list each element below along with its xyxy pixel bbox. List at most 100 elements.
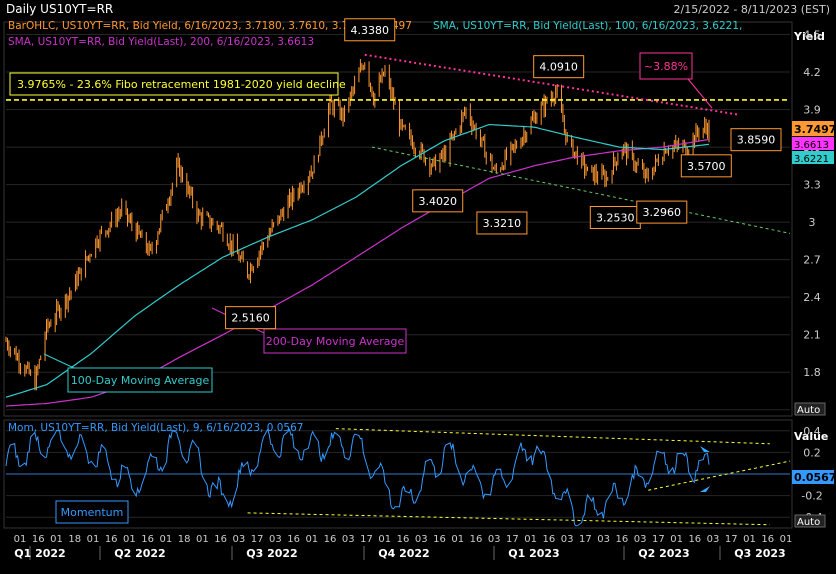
legend-sma200: SMA, US10YT=RR, Bid Yield(Last), 200, 6/… [8,36,314,48]
day-tick-label: 17 [251,534,264,545]
price-label: 3.2960 [643,206,682,219]
auto-button-price-box [794,402,826,416]
quarter-label: Q2 2023 [638,547,689,560]
price-tick-label: 4.5 [803,29,821,42]
date-range: 2/15/2022 - 8/11/2023 (EST) [674,3,831,16]
quarter-label: Q3 2022 [246,547,297,560]
price-label: 4.3380 [350,24,389,37]
day-tick-label: 16 [543,534,556,545]
price-tick-label: 2.7 [803,254,821,267]
momentum-line [5,427,710,527]
day-tick-label: 16 [32,534,45,545]
momentum-tick-label: 0.4 [803,425,821,438]
day-tick-label: 01 [670,534,683,545]
price-tick-label: 3.9 [803,104,821,117]
day-tick-label: 16 [615,534,628,545]
price-label-box [730,128,782,152]
fibo-label: 3.9765% - 23.6% Fibo retracement 1981-20… [17,78,346,91]
price-bars [5,59,710,391]
day-tick-label: 01 [123,534,136,545]
support-trendline [371,146,791,234]
day-tick-label: 03 [634,534,647,545]
sma200-label-box [263,328,407,354]
pct-label-pointer [687,78,713,109]
auto-button-mom-box [794,514,826,528]
chart-title: Daily US10YT=RR [6,2,113,16]
day-tick-label: 17 [506,534,519,545]
price-tick-label: 2.1 [803,329,821,342]
day-tick-label: 01 [305,534,318,545]
auto-button-price[interactable]: Auto [797,405,820,416]
current-mom-tag: 0.0567 [794,471,836,484]
day-tick-label: 01 [14,534,27,545]
price-tick-label: 3 [809,216,816,229]
sma100-label-box [67,367,213,393]
price-label-box [476,211,528,235]
day-tick-label: 03 [707,534,720,545]
current-mom-tag-box [792,470,834,484]
day-tick-label: 17 [725,534,738,545]
day-tick-label: 01 [743,534,756,545]
day-tick-label: 01 [451,534,464,545]
quarter-label: Q2 2022 [114,547,165,560]
day-tick-label: 01 [780,534,793,545]
day-tick-label: 18 [68,534,81,545]
price-labels: 4.3380 4.0910 3.4020 3.3210 3.2530 3.2960 3.57… [225,18,782,330]
arrow-down-icon [700,446,710,452]
legend-price: BarOHLC, US10YT=RR, Bid Yield, 6/16/2023… [8,20,412,32]
day-tick-label: 17 [652,534,665,545]
momentum-axis-title: Value [794,430,828,443]
price-axis: 4.54.23.93.63.332.72.42.11.81.5 [803,29,821,417]
pct-label-box [639,52,693,80]
day-tick-label: 16 [433,534,446,545]
pct-label: ~3.88% [644,60,688,73]
price-label-box [680,154,732,178]
day-tick-label: 01 [87,534,100,545]
sma100-label: 100-Day Moving Average [71,374,210,387]
time-axis: 01 16 01 18 01 16 01 16 01 18 01 16 03 17 03 16 01 16 03 17… [14,534,793,545]
price-label: 3.5700 [687,160,726,173]
day-tick-label: 17 [360,534,373,545]
day-tick-label: 01 [160,534,173,545]
quarter-axis: Q1 2022 Q2 2022 Q3 2022 Q4 2022 Q1 2023 Q2 20… [14,546,786,560]
day-tick-label: 03 [269,534,282,545]
price-tick-label: 4.2 [803,66,821,79]
legend-momentum: Mom, US10YT=RR, Bid Yield(Last), 9, 6/16… [8,422,303,434]
day-tick-label: 16 [141,534,154,545]
current-price-tag: 3.7497 [794,123,836,136]
day-tick-label: 03 [342,534,355,545]
sma200-label: 200-Day Moving Average [266,335,405,348]
arrow-up-icon [700,486,710,492]
day-tick-label: 16 [105,534,118,545]
day-tick-label: 16 [761,534,774,545]
fibo-label-box [9,72,339,96]
momentum-tick-label: -0.2 [801,490,822,503]
day-tick-label: 17 [579,534,592,545]
price-label-box [636,200,688,224]
price-label-box [225,306,277,330]
day-tick-label: 18 [178,534,191,545]
current-sma200-tag: 3.6613 [794,140,829,151]
price-label: 3.8590 [737,134,776,147]
day-tick-label: 03 [561,534,574,545]
momentum-rising-trend [648,460,791,491]
auto-button-mom[interactable]: Auto [797,517,820,528]
momentum-upper-trend [335,428,770,445]
day-tick-label: 03 [597,534,610,545]
price-tick-label: 2.4 [803,291,821,304]
day-tick-label: 03 [232,534,245,545]
price-tick-label: 1.8 [803,366,821,379]
day-tick-label: 16 [214,534,227,545]
price-label-box [533,55,585,79]
current-sma100-tag-box [792,151,834,164]
day-tick-label: 01 [50,534,63,545]
current-sma100-tag: 3.6221 [794,154,829,165]
quarter-label: Q4 2022 [378,547,429,560]
day-tick-label: 16 [688,534,701,545]
day-tick-label: 16 [287,534,300,545]
momentum-tick-label: 0.2 [803,446,821,459]
current-price-tag-box [792,121,834,136]
momentum-label-box [55,500,129,524]
price-label: 3.4020 [418,195,457,208]
